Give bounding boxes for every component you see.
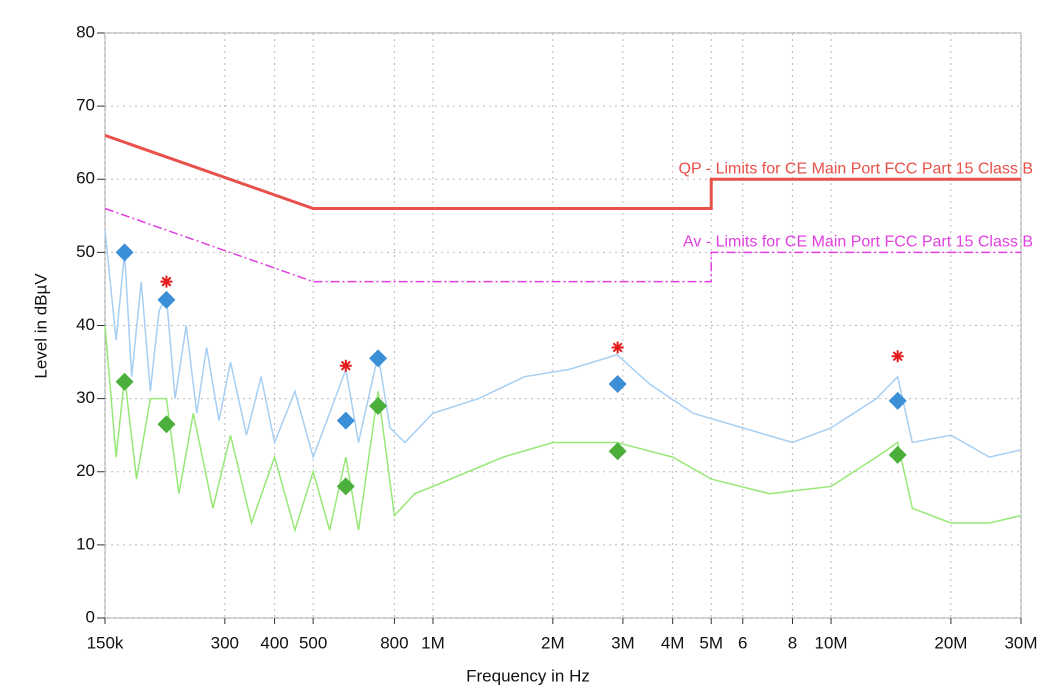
y-tick-label: 40	[76, 315, 95, 334]
x-tick-label: 6	[738, 633, 747, 652]
x-tick-label: 20M	[934, 633, 967, 652]
qp-marker	[157, 290, 176, 309]
y-axis-label: Level in dBµV	[31, 273, 50, 379]
qp-marker	[115, 372, 134, 391]
x-tick-label: 500	[299, 633, 327, 652]
x-tick-label: 2M	[541, 633, 565, 652]
x-tick-label: 400	[260, 633, 288, 652]
x-tick-label: 800	[380, 633, 408, 652]
y-tick-label: 0	[86, 607, 95, 626]
y-tick-label: 60	[76, 169, 95, 188]
limit-line	[104, 133, 1021, 210]
x-tick-label: 3M	[611, 633, 635, 652]
y-tick-label: 70	[76, 96, 95, 115]
qp-marker	[369, 396, 388, 415]
qp-marker	[608, 442, 627, 461]
x-tick-label: 4M	[661, 633, 685, 652]
qp-marker	[157, 415, 176, 434]
spectrum-line	[104, 325, 1022, 533]
limit-label: Av - Limits for CE Main Port FCC Part 15…	[683, 234, 1033, 251]
x-tick-label: 5M	[699, 633, 723, 652]
peak-marker	[891, 350, 904, 363]
x-tick-label: 8	[788, 633, 797, 652]
x-axis-label: Frequency in Hz	[466, 666, 590, 685]
y-tick-label: 20	[76, 461, 95, 480]
x-tick-label: 10M	[815, 633, 848, 652]
x-tick-label: 300	[211, 633, 239, 652]
x-tick-label: 30M	[1004, 633, 1037, 652]
y-tick-label: 80	[76, 22, 95, 41]
y-tick-label: 50	[76, 242, 95, 261]
x-tick-label: 150k	[87, 633, 124, 652]
qp-marker	[888, 445, 907, 464]
qp-marker	[336, 411, 355, 430]
y-tick-label: 30	[76, 388, 95, 407]
limit-line	[104, 207, 1021, 283]
spectrum-line	[104, 230, 1022, 460]
limit-label: QP - Limits for CE Main Port FCC Part 15…	[679, 160, 1033, 177]
qp-marker	[608, 375, 627, 393]
peak-marker	[611, 341, 624, 354]
qp-marker	[888, 391, 907, 410]
peak-marker	[339, 359, 352, 372]
qp-marker	[369, 349, 388, 368]
qp-marker	[115, 243, 134, 262]
y-tick-label: 10	[76, 534, 95, 553]
x-tick-label: 1M	[421, 633, 445, 652]
qp-marker	[336, 477, 355, 496]
peak-marker	[160, 275, 173, 288]
